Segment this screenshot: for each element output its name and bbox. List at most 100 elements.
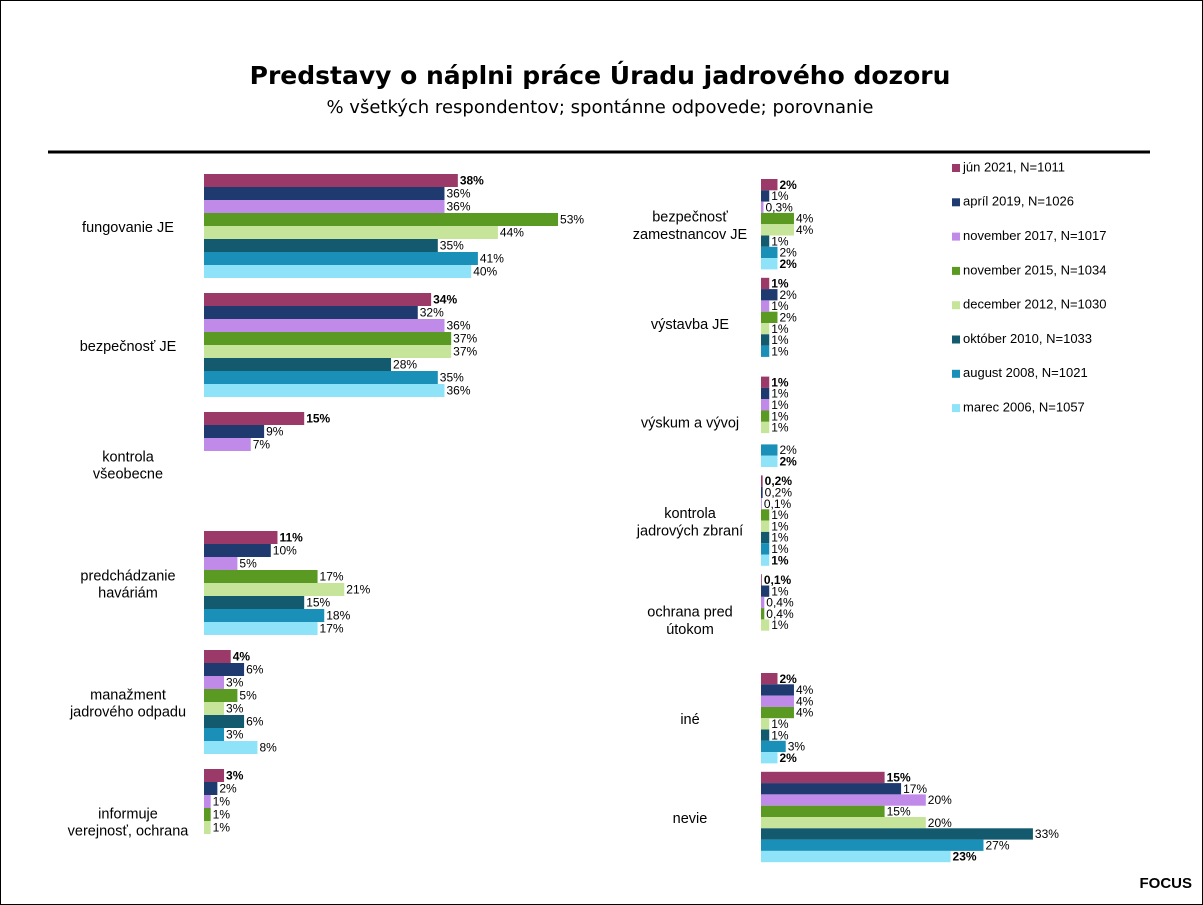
data-label: 38% — [460, 174, 484, 188]
data-label: 1% — [771, 344, 789, 358]
data-label: 0,2% — [765, 474, 793, 488]
data-label: 23% — [953, 850, 977, 864]
data-label: 0,4% — [766, 607, 794, 621]
bar — [204, 821, 211, 834]
data-label: 10% — [273, 544, 297, 558]
data-label: 0,1% — [764, 497, 792, 511]
data-label: 2% — [779, 672, 797, 686]
legend-swatch — [952, 335, 960, 344]
data-label: 1% — [771, 375, 789, 389]
bar — [204, 715, 245, 728]
data-label: 27% — [985, 838, 1009, 852]
legend-label: apríl 2019, N=1026 — [963, 194, 1074, 209]
bar — [204, 293, 432, 306]
source: FOCUS — [1140, 875, 1193, 892]
data-label: 5% — [239, 689, 257, 703]
data-label: 40% — [473, 265, 497, 279]
bar — [761, 300, 770, 312]
data-label: 1% — [771, 387, 789, 401]
data-label: 4% — [796, 223, 814, 237]
bar — [761, 585, 770, 597]
data-label: 1% — [771, 542, 789, 556]
data-label: 2% — [779, 178, 797, 192]
bar — [761, 752, 778, 764]
data-label: 4% — [233, 650, 251, 664]
data-label: 2% — [779, 443, 797, 457]
bar — [761, 334, 770, 346]
data-label: 0,3% — [765, 200, 793, 214]
data-label: 35% — [440, 371, 464, 385]
bar — [204, 650, 231, 663]
data-label: 1% — [771, 322, 789, 336]
data-label: 2% — [219, 782, 237, 796]
data-label: 17% — [903, 782, 927, 796]
bar — [204, 412, 305, 425]
bar — [761, 828, 1033, 840]
bar — [761, 201, 764, 213]
data-label: 6% — [246, 715, 264, 729]
data-label: 15% — [306, 596, 330, 610]
category-label: predchádzanie haváriám — [80, 568, 175, 601]
bar — [204, 200, 445, 213]
bar — [204, 425, 265, 438]
bar — [204, 676, 225, 689]
chart-subtitle: % všetkých respondentov; spontánne odpov… — [326, 97, 873, 118]
bar — [761, 410, 770, 422]
bar — [204, 728, 225, 741]
bar — [204, 769, 225, 782]
data-label: 53% — [560, 213, 584, 227]
bar — [761, 608, 765, 620]
bar — [204, 782, 218, 795]
data-label: 4% — [796, 694, 814, 708]
data-label: 21% — [346, 583, 370, 597]
chart-title: Predstavy o náplni práce Úradu jadrového… — [250, 60, 951, 90]
data-label: 36% — [446, 187, 470, 201]
bar — [761, 805, 885, 817]
data-label: 4% — [796, 706, 814, 720]
data-label: 3% — [226, 728, 244, 742]
category-label: nevie — [673, 811, 708, 827]
bar — [761, 850, 951, 863]
bar — [761, 706, 794, 719]
bar — [761, 729, 770, 741]
legend-label: marec 2006, N=1057 — [963, 400, 1085, 415]
bar — [761, 444, 778, 456]
data-label: 1% — [771, 409, 789, 423]
category-label: ochrana pred útokom — [647, 605, 732, 638]
data-label: 1% — [771, 531, 789, 545]
bar — [204, 213, 559, 226]
bar — [761, 684, 794, 696]
data-label: 41% — [480, 252, 504, 266]
legend-label: október 2010, N=1033 — [963, 331, 1092, 346]
data-label: 33% — [1035, 827, 1059, 841]
bar — [761, 455, 778, 467]
data-label: 4% — [796, 683, 814, 697]
category-label: kontrola jadrových zbraní — [636, 506, 743, 539]
bar — [204, 239, 438, 252]
legend-label: august 2008, N=1021 — [963, 365, 1088, 380]
bar — [204, 544, 271, 557]
data-label: 1% — [771, 277, 789, 291]
bar — [761, 718, 770, 730]
data-label: 1% — [771, 234, 789, 248]
data-label: 1% — [771, 728, 789, 742]
data-label: 8% — [259, 741, 277, 755]
bar — [761, 794, 926, 806]
legend-swatch — [952, 369, 960, 378]
bar — [761, 376, 770, 388]
bar — [761, 839, 984, 851]
legend-swatch — [952, 164, 960, 172]
bar — [761, 783, 902, 795]
data-label: 36% — [446, 319, 470, 333]
data-label: 0,2% — [765, 486, 793, 500]
bar — [761, 520, 770, 532]
data-label: 1% — [771, 519, 789, 533]
data-label: 2% — [779, 288, 797, 302]
category-label: informuje verejnosť, ochrana — [68, 806, 190, 839]
data-label: 37% — [453, 345, 477, 359]
data-label: 17% — [320, 570, 344, 584]
data-label: 1% — [213, 795, 231, 809]
data-label: 9% — [266, 425, 284, 439]
data-label: 28% — [393, 358, 417, 372]
